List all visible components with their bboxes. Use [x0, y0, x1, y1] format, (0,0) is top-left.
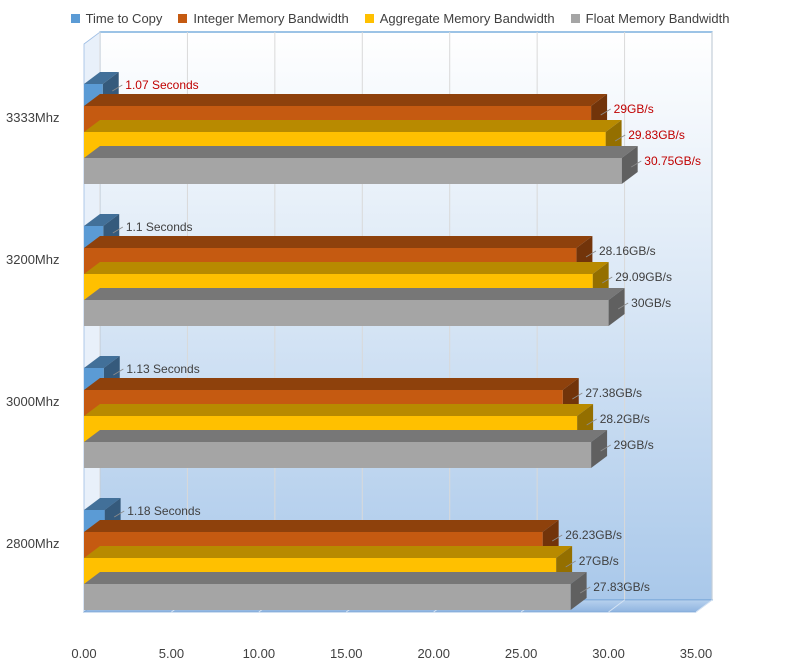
- legend-swatch: [70, 13, 80, 23]
- leader-line: [112, 84, 123, 92]
- leader-line: [572, 392, 583, 400]
- leader-line: [585, 250, 597, 258]
- leader-line: [114, 510, 125, 518]
- bar-top-face: [84, 120, 622, 132]
- leader-line: [112, 226, 124, 234]
- bar-front-face: [84, 442, 592, 468]
- bar-top-face: [84, 288, 625, 300]
- legend: Time to Copy Integer Memory Bandwidth Ag…: [0, 8, 800, 28]
- bar: [84, 288, 625, 326]
- data-label: 29GB/s: [614, 102, 654, 116]
- bar-top-face: [84, 520, 559, 532]
- legend-swatch: [570, 13, 580, 23]
- x-tick-label: 20.00: [417, 646, 450, 661]
- data-label: 1.18 Seconds: [127, 504, 200, 518]
- legend-swatch: [178, 13, 188, 23]
- bar: [84, 94, 608, 132]
- bar-top-face: [84, 498, 121, 510]
- leader-line: [614, 134, 626, 142]
- floor-gridline: [695, 599, 713, 613]
- bar-end-face: [570, 572, 587, 610]
- bar-front-face: [84, 584, 571, 610]
- bar-top-face: [84, 214, 120, 226]
- legend-swatch: [364, 13, 374, 23]
- bar-top-face: [84, 546, 573, 558]
- x-tick-label: 5.00: [159, 646, 184, 661]
- bar-top-face: [84, 430, 608, 442]
- legend-label: Time to Copy: [85, 10, 163, 26]
- data-label: 27.83GB/s: [593, 580, 650, 594]
- data-label: 27.38GB/s: [585, 386, 642, 400]
- legend-item-float-bandwidth: Float Memory Bandwidth: [570, 8, 730, 28]
- leader-line: [552, 534, 563, 542]
- bar-top-face: [84, 572, 587, 584]
- leader-line: [600, 108, 611, 116]
- data-label: 29.09GB/s: [615, 270, 672, 284]
- leader-line: [602, 276, 613, 284]
- legend-item-aggregate-bandwidth: Aggregate Memory Bandwidth: [364, 8, 555, 28]
- leader-line: [586, 418, 597, 426]
- data-label: 28.16GB/s: [599, 244, 656, 258]
- bar-end-face: [621, 146, 638, 184]
- data-label: 26.23GB/s: [565, 528, 622, 542]
- category-label: 2800Mhz: [6, 536, 59, 551]
- bar-end-face: [591, 430, 608, 468]
- leader-line: [600, 444, 611, 452]
- x-tick-label: 25.00: [505, 646, 538, 661]
- data-label: 1.07 Seconds: [125, 78, 198, 92]
- legend-label: Aggregate Memory Bandwidth: [379, 10, 555, 26]
- x-tick-label: 35.00: [680, 646, 713, 661]
- x-tick-label: 0.00: [71, 646, 96, 661]
- bar-top-face: [84, 94, 608, 106]
- leader-line: [565, 560, 576, 568]
- bar-top-face: [84, 262, 609, 274]
- legend-label: Integer Memory Bandwidth: [193, 10, 349, 26]
- data-label: 29.83GB/s: [628, 128, 685, 142]
- leader-line: [113, 368, 124, 376]
- data-label: 29GB/s: [614, 438, 654, 452]
- bar-top-face: [84, 404, 594, 416]
- category-label: 3000Mhz: [6, 394, 59, 409]
- data-label: 1.1 Seconds: [126, 220, 193, 234]
- bar: [84, 572, 587, 610]
- bar-front-face: [84, 158, 622, 184]
- bar: [84, 146, 638, 184]
- data-label: 30.75GB/s: [644, 154, 701, 168]
- data-label: 27GB/s: [579, 554, 619, 568]
- bar-front-face: [84, 300, 609, 326]
- leader-line: [617, 302, 629, 310]
- legend-item-integer-bandwidth: Integer Memory Bandwidth: [178, 8, 349, 28]
- data-label: 30GB/s: [631, 296, 671, 310]
- leader-line: [580, 586, 591, 594]
- x-tick-label: 30.00: [592, 646, 625, 661]
- floor-gridline: [608, 599, 625, 613]
- legend-item-time-to-copy: Time to Copy: [70, 8, 163, 28]
- bar-end-face: [608, 288, 625, 326]
- bar-top-face: [84, 72, 119, 84]
- x-tick-label: 15.00: [330, 646, 363, 661]
- category-label: 3333Mhz: [6, 110, 59, 125]
- data-label: 28.2GB/s: [600, 412, 650, 426]
- data-label: 1.13 Seconds: [126, 362, 199, 376]
- leader-line: [631, 160, 642, 168]
- bar: [84, 430, 608, 468]
- bar-top-face: [84, 378, 579, 390]
- x-tick-label: 10.00: [243, 646, 276, 661]
- category-label: 3200Mhz: [6, 252, 59, 267]
- bar-top-face: [84, 146, 638, 158]
- bar-top-face: [84, 356, 120, 368]
- bar-top-face: [84, 236, 593, 248]
- legend-label: Float Memory Bandwidth: [585, 10, 730, 26]
